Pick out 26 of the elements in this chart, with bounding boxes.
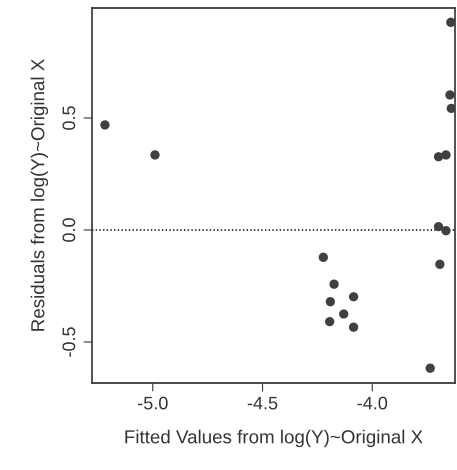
point	[100, 120, 110, 130]
point	[325, 316, 334, 326]
y-tick-label: -0.5	[62, 327, 76, 357]
point	[326, 297, 335, 306]
point	[441, 226, 451, 236]
x-axis-title: Fitted Values from log(Y)~Original X	[125, 430, 423, 448]
x-tick-label: -4.5	[248, 396, 278, 410]
point	[446, 18, 455, 27]
point	[434, 222, 444, 232]
point	[434, 152, 444, 162]
point	[348, 322, 358, 332]
y-tick-label: 0.5	[62, 106, 76, 130]
point	[339, 309, 348, 319]
x-tick-label: -4.0	[358, 396, 388, 410]
point	[445, 90, 455, 100]
point	[329, 280, 339, 289]
point	[435, 260, 445, 269]
point	[150, 150, 160, 160]
point	[318, 252, 328, 262]
point	[426, 364, 435, 373]
point	[441, 150, 451, 160]
point	[446, 104, 455, 114]
y-axis-title: Residuals from log(Y)~Original X	[30, 59, 48, 331]
y-tick-label: 0.0	[62, 218, 76, 242]
x-tick-label: -5.0	[138, 396, 168, 410]
point	[348, 292, 358, 302]
